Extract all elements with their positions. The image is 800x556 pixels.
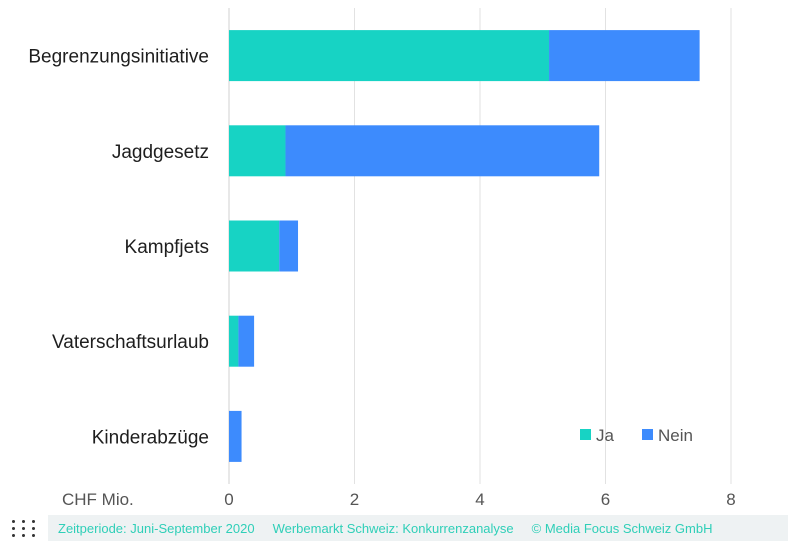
bar-nein-4 (229, 410, 242, 462)
stacked-bar-chart: Begrenzungsinitiative Jagdgesetz Kampfjets… (28, 8, 736, 509)
bar-ja-1 (229, 125, 286, 177)
media-focus-dots-logo-icon (12, 514, 48, 542)
category-label: Kampfjets (125, 237, 209, 258)
x-tick-labels: 0 2 4 6 8 (224, 490, 735, 509)
bar-nein-3 (238, 315, 255, 367)
bar-ja-2 (229, 220, 280, 272)
x-tick-label: 0 (224, 490, 233, 509)
legend-swatch-ja (580, 429, 591, 440)
legend-label-ja: Ja (596, 426, 615, 445)
bars (229, 30, 700, 462)
category-label: Vaterschaftsurlaub (52, 332, 209, 353)
footer-period: Zeitperiode: Juni-September 2020 (58, 520, 255, 536)
footer-copyright: © Media Focus Schweiz GmbH (531, 520, 713, 536)
category-label: Begrenzungsinitiative (28, 47, 209, 68)
category-label: Kinderabzüge (92, 427, 209, 448)
x-axis-unit-label: CHF Mio. (62, 490, 134, 509)
bar-nein-2 (279, 220, 299, 272)
x-tick-label: 2 (350, 490, 359, 509)
legend-swatch-nein (642, 429, 653, 440)
footer-info-bar: Zeitperiode: Juni-September 2020 Werbema… (48, 515, 788, 541)
bar-nein-1 (285, 125, 600, 177)
x-tick-label: 4 (475, 490, 484, 509)
category-labels: Begrenzungsinitiative Jagdgesetz Kampfjets… (28, 47, 209, 449)
grid-lines (228, 8, 732, 484)
bar-ja-3 (229, 315, 239, 367)
bar-nein-0 (549, 30, 700, 82)
legend-label-nein: Nein (658, 426, 693, 445)
x-tick-label: 8 (726, 490, 735, 509)
x-tick-label: 6 (601, 490, 610, 509)
legend: Ja Nein (580, 426, 693, 445)
category-label: Jagdgesetz (112, 142, 209, 163)
footer: Zeitperiode: Juni-September 2020 Werbema… (0, 512, 800, 544)
footer-source: Werbemarkt Schweiz: Konkurrenzanalyse (272, 520, 514, 536)
bar-ja-0 (229, 30, 550, 82)
